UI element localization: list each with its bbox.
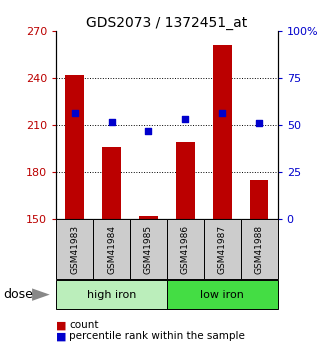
Point <box>256 121 262 126</box>
Bar <box>139 216 158 219</box>
Text: GSM41985: GSM41985 <box>144 225 153 274</box>
Bar <box>65 75 84 219</box>
Text: ■: ■ <box>56 321 67 330</box>
Point <box>146 129 151 134</box>
Point <box>72 110 77 115</box>
Text: dose: dose <box>3 288 33 301</box>
Text: GSM41986: GSM41986 <box>181 225 190 274</box>
Text: GSM41984: GSM41984 <box>107 225 116 274</box>
Text: high iron: high iron <box>87 290 136 299</box>
Point <box>109 119 114 125</box>
Point <box>220 110 225 115</box>
Bar <box>176 142 195 219</box>
Point <box>183 116 188 121</box>
Text: GSM41983: GSM41983 <box>70 225 79 274</box>
Bar <box>102 147 121 219</box>
Bar <box>213 45 231 219</box>
Text: percentile rank within the sample: percentile rank within the sample <box>69 332 245 341</box>
Text: GSM41988: GSM41988 <box>255 225 264 274</box>
Text: GSM41987: GSM41987 <box>218 225 227 274</box>
Text: count: count <box>69 321 99 330</box>
Text: low iron: low iron <box>200 290 244 299</box>
Title: GDS2073 / 1372451_at: GDS2073 / 1372451_at <box>86 16 247 30</box>
Text: ■: ■ <box>56 332 67 341</box>
Bar <box>250 180 268 219</box>
